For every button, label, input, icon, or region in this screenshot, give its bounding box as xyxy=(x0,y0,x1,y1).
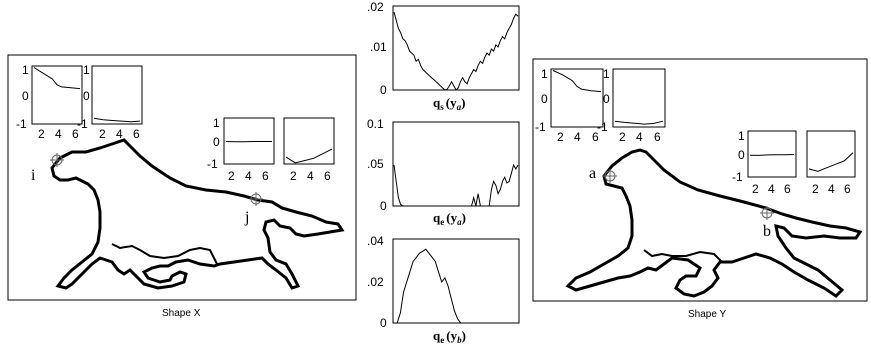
tick-label: 0.1 xyxy=(367,117,384,131)
point-label-a: a xyxy=(589,165,596,182)
tick-label: 2 xyxy=(228,169,235,183)
tick-label: -1 xyxy=(535,120,546,134)
shape-y-frame xyxy=(532,58,868,302)
tick-label: .05 xyxy=(367,157,384,171)
series-line xyxy=(33,67,81,90)
tick-label: 1 xyxy=(603,67,610,81)
tick-label: 4 xyxy=(768,182,775,196)
shape-x-panel: i j 1 0 -1 1 0 -1 2 4 6 2 4 6 xyxy=(7,54,357,319)
tick-label: .02 xyxy=(367,275,384,289)
tick-label: .02 xyxy=(367,0,384,14)
tick-label: 2 xyxy=(619,130,626,144)
tick-label: .04 xyxy=(367,234,384,248)
tick-label: 2 xyxy=(812,182,819,196)
cost-plot-1-caption: qs (ya) xyxy=(433,95,465,112)
tick-label: 6 xyxy=(133,127,140,141)
tick-label: -1 xyxy=(77,117,88,131)
tick-label: 1 xyxy=(541,67,548,81)
tick-label: 2 xyxy=(290,169,297,183)
horse-leg-detail-x xyxy=(111,243,219,267)
descriptor-plot-i: 1 0 -1 1 0 -1 2 4 6 2 4 6 xyxy=(16,63,143,141)
cost-series-line xyxy=(393,11,519,91)
tick-label: 0 xyxy=(603,92,610,106)
tick-label: 4 xyxy=(245,169,252,183)
descriptor-plot-b: 1 0 -1 2 4 6 2 4 6 xyxy=(732,129,856,196)
tick-label: 6 xyxy=(784,182,791,196)
shape-y-caption: Shape Y xyxy=(688,309,727,320)
cost-plot-2-frame xyxy=(392,121,520,207)
tick-label: -1 xyxy=(207,157,218,171)
cost-series-line xyxy=(393,163,519,207)
plot-b-right-frame xyxy=(806,130,856,178)
tick-label: 4 xyxy=(116,127,123,141)
horse-outline-y xyxy=(565,148,863,298)
series-line xyxy=(285,148,333,164)
horse-leg-detail-y xyxy=(643,249,723,263)
plot-a-right-frame xyxy=(612,68,666,128)
point-marker-a xyxy=(603,169,617,183)
shape-y-panel: a b 1 0 -1 1 0 -1 2 4 6 2 4 6 xyxy=(532,58,868,320)
tick-label: 2 xyxy=(38,127,45,141)
point-label-i: i xyxy=(31,167,36,184)
tick-label: 6 xyxy=(324,169,331,183)
tick-label: 0 xyxy=(380,83,387,97)
tick-label: 0 xyxy=(738,148,745,162)
tick-label: 0 xyxy=(541,92,548,106)
tick-label: 6 xyxy=(654,130,661,144)
tick-label: 6 xyxy=(844,182,851,196)
tick-label: -1 xyxy=(732,170,743,184)
cost-plot-2: 0.1 .05 0 qe (ya) xyxy=(367,117,520,227)
series-line xyxy=(93,117,141,123)
cost-plot-2-caption: qe (ya) xyxy=(433,210,466,227)
cost-plot-3: .04 .02 0 qe (yb) xyxy=(367,234,520,345)
point-marker-i xyxy=(50,153,64,167)
plot-i-left-frame xyxy=(31,65,83,125)
tick-label: .01 xyxy=(370,40,387,54)
tick-label: 1 xyxy=(213,116,220,130)
tick-label: 0 xyxy=(213,135,220,149)
point-label-b: b xyxy=(763,223,771,240)
tick-label: 1 xyxy=(22,63,29,77)
shape-x-frame xyxy=(7,54,357,301)
series-line xyxy=(614,120,664,125)
tick-label: 4 xyxy=(55,127,62,141)
tick-label: 1 xyxy=(83,63,90,77)
tick-label: 6 xyxy=(592,130,599,144)
tick-label: 4 xyxy=(636,130,643,144)
tick-label: 2 xyxy=(752,182,759,196)
cost-plot-1: .02 .01 0 qs (ya) xyxy=(367,0,520,112)
tick-label: 4 xyxy=(307,169,314,183)
point-marker-j xyxy=(249,192,263,206)
series-line xyxy=(552,70,602,93)
plot-a-left-frame xyxy=(550,68,604,128)
tick-label: 4 xyxy=(828,182,835,196)
plot-b-left-frame xyxy=(747,130,797,178)
tick-label: 2 xyxy=(99,127,106,141)
tick-label: 6 xyxy=(262,169,269,183)
tick-label: 4 xyxy=(574,130,581,144)
point-marker-b xyxy=(760,206,774,220)
cost-plot-3-caption: qe (yb) xyxy=(433,328,466,345)
shape-x-caption: Shape X xyxy=(162,308,201,319)
series-line xyxy=(749,154,795,156)
point-label-j: j xyxy=(244,209,249,226)
tick-label: 0 xyxy=(83,89,90,103)
plot-i-right-frame xyxy=(91,65,143,125)
series-line xyxy=(808,152,854,172)
tick-label: 0 xyxy=(380,316,387,330)
plot-j-right-frame xyxy=(283,117,335,165)
cost-plot-3-frame xyxy=(392,238,520,324)
tick-label: 2 xyxy=(557,130,564,144)
descriptor-plot-a: 1 0 -1 1 0 -1 2 4 6 2 4 6 xyxy=(535,67,666,144)
tick-label: 1 xyxy=(738,129,745,143)
tick-label: 6 xyxy=(72,127,79,141)
tick-label: 0 xyxy=(22,89,29,103)
cost-plot-1-frame xyxy=(392,5,520,91)
descriptor-plot-j: 1 0 -1 2 4 6 2 4 6 xyxy=(207,116,335,183)
tick-label: -1 xyxy=(597,120,608,134)
tick-label: -1 xyxy=(16,117,27,131)
tick-label: 0 xyxy=(380,199,387,213)
cost-series-line xyxy=(394,248,518,324)
